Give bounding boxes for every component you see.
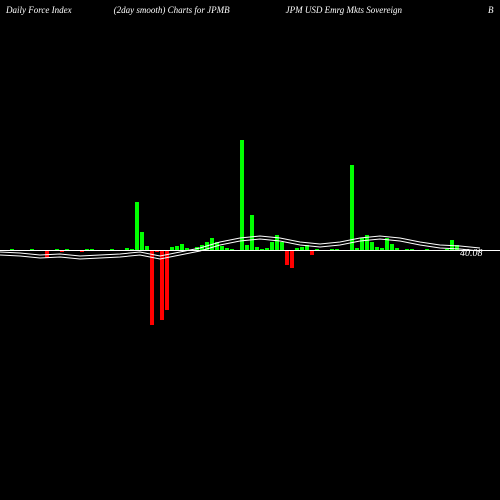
header-mid: (2day smooth) Charts for JPMB	[114, 5, 230, 15]
chart-header: Daily Force Index (2day smooth) Charts f…	[0, 5, 500, 15]
price-line	[0, 20, 500, 480]
header-far-right: B	[488, 5, 494, 15]
header-left: Daily Force Index	[6, 5, 72, 15]
force-index-chart: 40.08	[0, 20, 500, 480]
header-right: JPM USD Emrg Mkts Sovereign	[286, 5, 402, 15]
price-label: 40.08	[460, 248, 483, 259]
